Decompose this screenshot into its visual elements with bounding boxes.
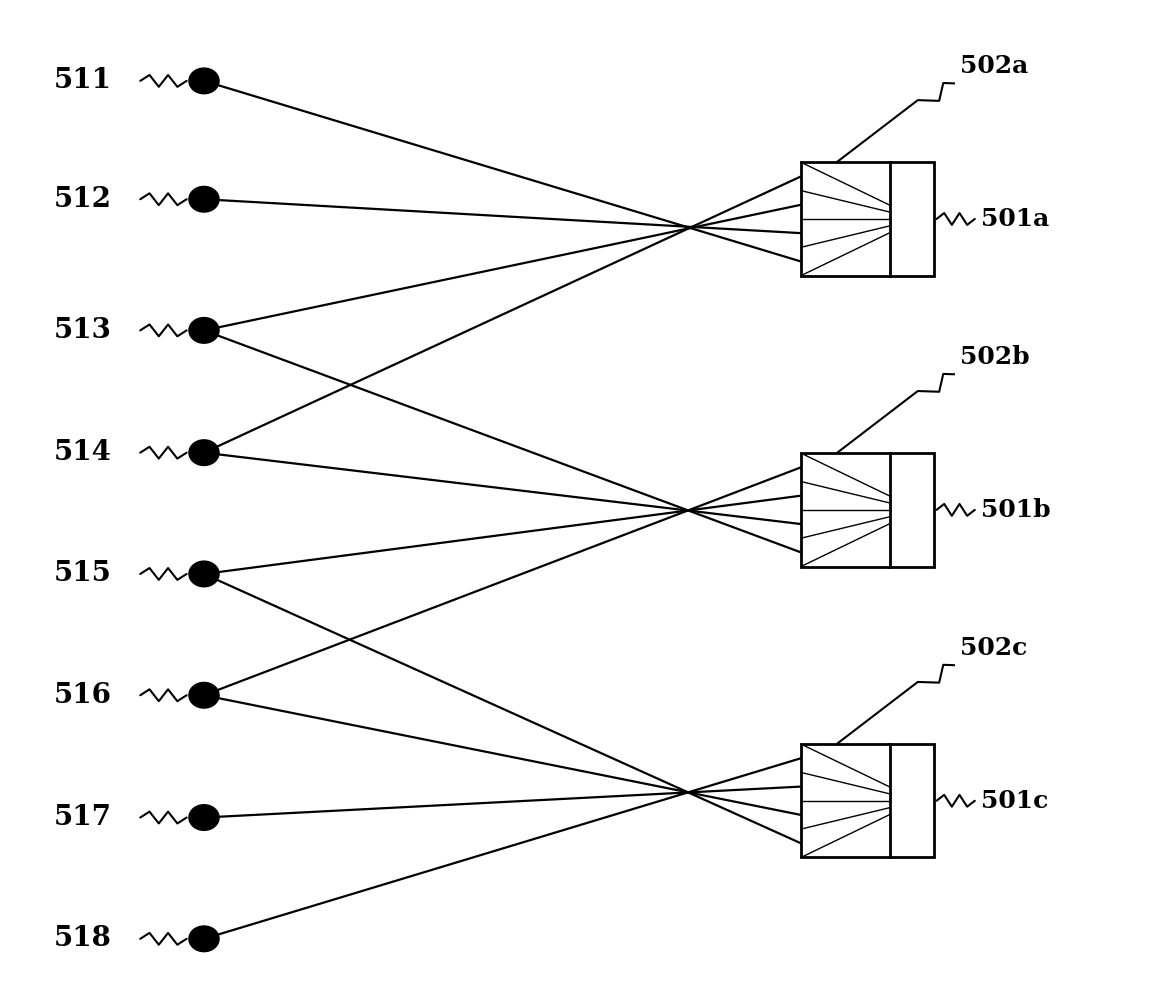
Text: 511: 511 (53, 67, 111, 94)
Text: 517: 517 (53, 804, 111, 831)
Text: 501c: 501c (981, 789, 1047, 813)
Bar (801, 453, 934, 567)
Text: 513: 513 (53, 317, 111, 344)
Circle shape (189, 68, 219, 94)
Text: 501a: 501a (981, 207, 1049, 231)
Circle shape (189, 440, 219, 465)
Bar (801, 162, 934, 276)
Text: 502b: 502b (960, 345, 1030, 369)
Text: 502a: 502a (960, 54, 1028, 78)
Circle shape (189, 682, 219, 708)
Circle shape (189, 186, 219, 212)
Text: 501b: 501b (981, 498, 1050, 522)
Circle shape (189, 561, 219, 587)
Circle shape (189, 318, 219, 343)
Circle shape (189, 926, 219, 952)
Text: 514: 514 (53, 439, 111, 466)
Bar (801, 744, 934, 857)
Text: 518: 518 (53, 925, 111, 952)
Text: 512: 512 (53, 186, 111, 213)
Text: 515: 515 (53, 560, 111, 587)
Circle shape (189, 805, 219, 830)
Text: 502c: 502c (960, 636, 1028, 660)
Text: 516: 516 (53, 682, 111, 709)
